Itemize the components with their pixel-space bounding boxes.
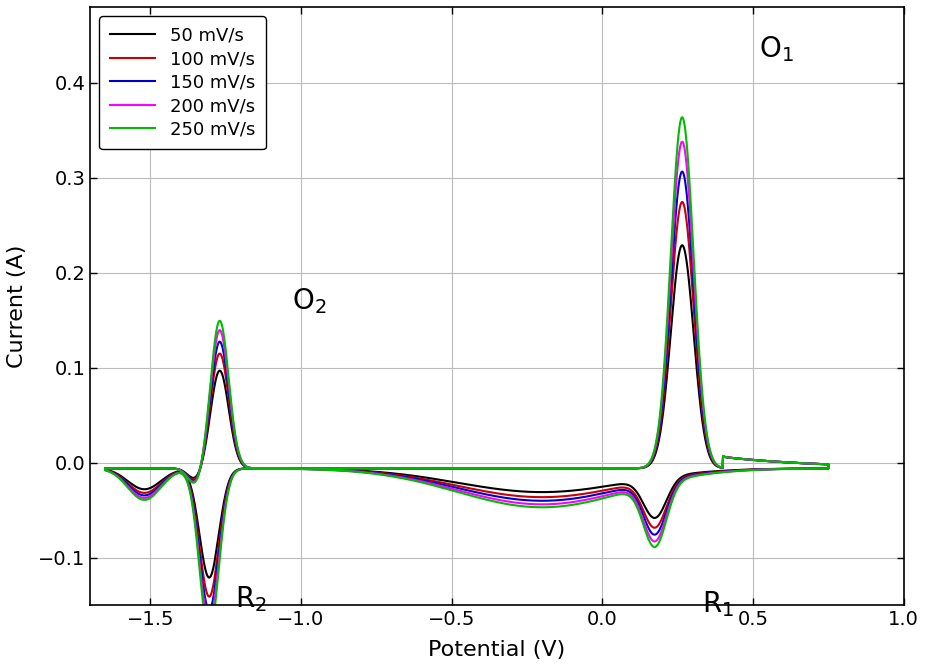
100 mV/s: [204, 593, 215, 601]
Text: O$_2$: O$_2$: [292, 285, 327, 315]
150 mV/s: [100, 464, 111, 472]
200 mV/s: [144, 493, 155, 501]
250 mV/s: [707, 456, 719, 464]
Line: 100 mV/s: 100 mV/s: [106, 202, 828, 597]
Legend: 50 mV/s, 100 mV/s, 150 mV/s, 200 mV/s, 250 mV/s: 50 mV/s, 100 mV/s, 150 mV/s, 200 mV/s, 2…: [99, 16, 266, 149]
100 mV/s: [787, 459, 798, 467]
100 mV/s: [100, 464, 111, 472]
100 mV/s: [707, 458, 719, 466]
150 mV/s: [720, 453, 731, 461]
Line: 250 mV/s: 250 mV/s: [106, 117, 828, 633]
100 mV/s: [677, 198, 688, 206]
200 mV/s: [204, 619, 215, 627]
150 mV/s: [216, 528, 227, 536]
50 mV/s: [707, 459, 719, 467]
200 mV/s: [216, 534, 227, 542]
X-axis label: Potential (V): Potential (V): [428, 640, 566, 660]
250 mV/s: [720, 453, 731, 461]
Line: 150 mV/s: 150 mV/s: [106, 171, 828, 610]
50 mV/s: [204, 574, 215, 582]
50 mV/s: [216, 514, 227, 522]
150 mV/s: [787, 459, 798, 467]
150 mV/s: [707, 457, 719, 465]
200 mV/s: [707, 456, 719, 464]
Text: O$_1$: O$_1$: [759, 34, 794, 64]
50 mV/s: [677, 241, 688, 249]
200 mV/s: [100, 466, 111, 474]
250 mV/s: [216, 539, 227, 547]
200 mV/s: [100, 464, 111, 472]
150 mV/s: [204, 606, 215, 614]
150 mV/s: [144, 490, 155, 498]
200 mV/s: [787, 459, 798, 467]
250 mV/s: [144, 495, 155, 503]
250 mV/s: [100, 464, 111, 472]
250 mV/s: [787, 459, 798, 467]
100 mV/s: [720, 453, 731, 461]
100 mV/s: [216, 522, 227, 530]
50 mV/s: [720, 453, 731, 461]
50 mV/s: [144, 484, 155, 492]
250 mV/s: [204, 629, 215, 637]
250 mV/s: [677, 113, 688, 121]
150 mV/s: [100, 466, 111, 474]
200 mV/s: [720, 453, 731, 461]
Line: 200 mV/s: 200 mV/s: [106, 141, 828, 623]
200 mV/s: [495, 496, 507, 504]
100 mV/s: [495, 490, 507, 498]
50 mV/s: [100, 464, 111, 472]
250 mV/s: [495, 499, 507, 507]
150 mV/s: [677, 167, 688, 175]
150 mV/s: [495, 493, 507, 501]
50 mV/s: [100, 466, 111, 474]
250 mV/s: [100, 466, 111, 474]
Text: R$_2$: R$_2$: [235, 584, 267, 614]
50 mV/s: [495, 486, 507, 494]
Text: R$_1$: R$_1$: [702, 589, 734, 619]
100 mV/s: [100, 466, 111, 474]
Y-axis label: Current (A): Current (A): [6, 244, 27, 368]
50 mV/s: [787, 459, 798, 467]
Line: 50 mV/s: 50 mV/s: [106, 245, 828, 578]
100 mV/s: [144, 488, 155, 496]
200 mV/s: [677, 137, 688, 145]
